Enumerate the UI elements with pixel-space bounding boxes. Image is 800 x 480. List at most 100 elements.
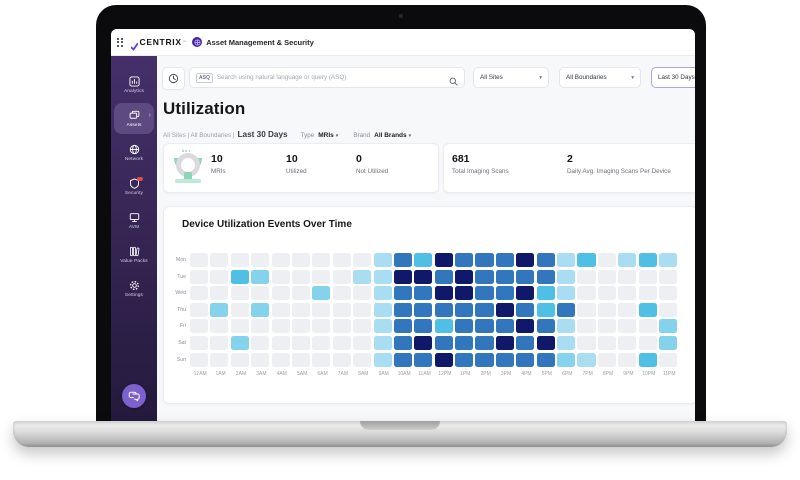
heatmap-cell-fri-7am[interactable] [332,319,351,334]
sidebar-item-security[interactable]: Security [114,171,154,202]
heatmap-cell-wed-11am[interactable] [414,286,433,301]
heatmap-cell-sat-3pm[interactable] [495,335,514,350]
heatmap-cell-tue-7pm[interactable] [577,269,596,284]
heatmap-cell-tue-8am[interactable] [353,269,372,284]
heatmap-cell-tue-6am[interactable] [312,269,331,284]
heatmap-cell-sun-6pm[interactable] [557,352,576,367]
heatmap-cell-tue-3am[interactable] [251,269,270,284]
heatmap-cell-mon-5am[interactable] [291,253,311,267]
heatmap-cell-mon-4pm[interactable] [516,253,535,267]
heatmap-cell-thu-4am[interactable] [271,302,290,317]
heatmap-cell-sun-8pm[interactable] [597,352,616,367]
heatmap-cell-tue-2am[interactable] [230,269,249,284]
heatmap-cell-wed-5pm[interactable] [536,286,555,301]
heatmap-cell-mon-7pm[interactable] [577,253,596,267]
heatmap-cell-mon-11pm[interactable] [658,253,678,267]
heatmap-cell-mon-6pm[interactable] [557,253,576,267]
app-launcher-icon[interactable] [117,37,123,47]
heatmap-cell-sat-2pm[interactable] [475,335,494,350]
heatmap-cell-mon-1pm[interactable] [455,253,474,267]
heatmap-cell-fri-3pm[interactable] [495,319,514,334]
heatmap-cell-tue-9am[interactable] [373,269,392,284]
heatmap-cell-thu-7pm[interactable] [577,302,596,317]
heatmap-cell-fri-8pm[interactable] [597,319,616,334]
heatmap-cell-tue-3pm[interactable] [495,269,514,284]
heatmap-cell-wed-1am[interactable] [210,286,229,301]
heatmap-cell-tue-7am[interactable] [332,269,351,284]
heatmap-cell-sun-3pm[interactable] [495,352,514,367]
heatmap-cell-thu-8am[interactable] [353,302,372,317]
sidebar-item-value-packs[interactable]: Value Packs [114,239,154,270]
heatmap-cell-sat-8am[interactable] [353,335,372,350]
heatmap-cell-wed-12pm[interactable] [434,286,453,301]
heatmap-cell-thu-2pm[interactable] [475,302,494,317]
sidebar-item-analytics[interactable]: Analytics [114,69,154,100]
heatmap-cell-tue-11am[interactable] [414,269,433,284]
heatmap-cell-wed-10pm[interactable] [638,286,657,301]
heatmap-cell-sat-10pm[interactable] [638,335,657,350]
heatmap-cell-sat-10am[interactable] [393,335,412,350]
heatmap-cell-sat-9pm[interactable] [618,335,637,350]
heatmap-cell-fri-10pm[interactable] [638,319,657,334]
heatmap-cell-sun-3am[interactable] [251,352,270,367]
heatmap-cell-fri-12am[interactable] [190,319,209,334]
heatmap-cell-mon-3am[interactable] [251,253,270,267]
heatmap-cell-wed-1pm[interactable] [455,286,474,301]
heatmap-cell-mon-3pm[interactable] [495,253,514,267]
heatmap-cell-sun-11pm[interactable] [658,352,678,367]
heatmap-cell-tue-9pm[interactable] [618,269,637,284]
heatmap-cell-fri-2am[interactable] [230,319,249,334]
heatmap-cell-wed-10am[interactable] [393,286,412,301]
heatmap-cell-fri-12pm[interactable] [434,319,453,334]
heatmap-cell-fri-4pm[interactable] [516,319,535,334]
heatmap-cell-fri-1am[interactable] [210,319,229,334]
heatmap-cell-tue-10pm[interactable] [638,269,657,284]
heatmap-cell-wed-8pm[interactable] [597,286,616,301]
heatmap-cell-mon-10pm[interactable] [638,253,657,267]
heatmap-cell-sat-11am[interactable] [414,335,433,350]
heatmap-cell-thu-12pm[interactable] [434,302,453,317]
heatmap-cell-fri-9am[interactable] [373,319,392,334]
heatmap-cell-sun-10am[interactable] [393,352,412,367]
heatmap-cell-wed-2am[interactable] [230,286,249,301]
heatmap-cell-sat-9am[interactable] [373,335,392,350]
heatmap-cell-thu-8pm[interactable] [597,302,616,317]
search-input[interactable]: ASQ Search using natural language or que… [189,67,465,88]
heatmap-cell-sat-3am[interactable] [251,335,270,350]
heatmap-cell-thu-11pm[interactable] [658,302,678,317]
heatmap-cell-thu-11am[interactable] [414,302,433,317]
heatmap-cell-tue-1pm[interactable] [455,269,474,284]
dropdown-all-sites[interactable]: All Sites ▾ [473,67,549,88]
heatmap-cell-mon-2pm[interactable] [475,253,494,267]
heatmap-cell-wed-3am[interactable] [251,286,270,301]
brand-filter-value[interactable]: All Brands [374,132,407,139]
heatmap-cell-mon-9am[interactable] [373,253,392,267]
heatmap-cell-tue-12am[interactable] [190,269,209,284]
heatmap-cell-wed-9pm[interactable] [618,286,637,301]
heatmap-cell-fri-8am[interactable] [353,319,372,334]
heatmap-cell-fri-11am[interactable] [414,319,433,334]
heatmap-cell-sat-11pm[interactable] [658,335,678,350]
heatmap-cell-mon-8am[interactable] [353,253,372,267]
heatmap-cell-sat-6am[interactable] [312,335,331,350]
heatmap-cell-fri-4am[interactable] [271,319,290,334]
heatmap-cell-thu-9pm[interactable] [618,302,637,317]
heatmap-cell-mon-8pm[interactable] [597,253,616,267]
heatmap-cell-fri-2pm[interactable] [475,319,494,334]
heatmap-cell-sat-8pm[interactable] [597,335,616,350]
heatmap-cell-mon-2am[interactable] [230,253,249,267]
heatmap-cell-wed-4am[interactable] [271,286,290,301]
heatmap-cell-sat-4pm[interactable] [516,335,535,350]
heatmap-cell-wed-6pm[interactable] [557,286,576,301]
heatmap-cell-sat-6pm[interactable] [557,335,576,350]
heatmap-cell-fri-3am[interactable] [251,319,270,334]
heatmap-cell-tue-8pm[interactable] [597,269,616,284]
heatmap-cell-tue-6pm[interactable] [557,269,576,284]
heatmap-cell-sun-1pm[interactable] [455,352,474,367]
heatmap-cell-thu-9am[interactable] [373,302,392,317]
dropdown-all-boundaries[interactable]: All Boundaries ▾ [559,67,641,88]
heatmap-cell-wed-2pm[interactable] [475,286,494,301]
heatmap-cell-sun-8am[interactable] [353,352,372,367]
heatmap-cell-thu-3am[interactable] [251,302,270,317]
heatmap-cell-mon-1am[interactable] [210,253,229,267]
